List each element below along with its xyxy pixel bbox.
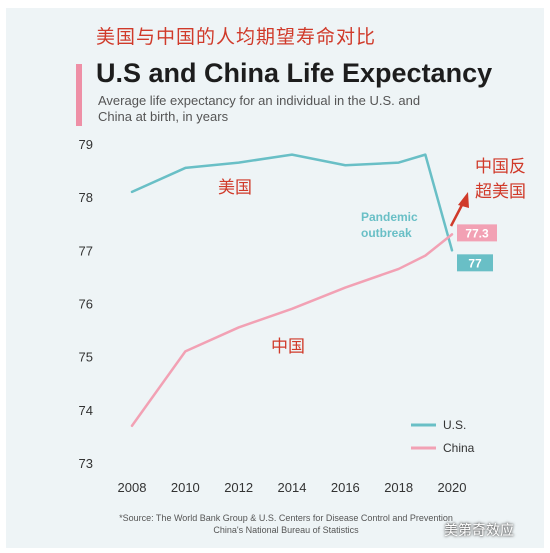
chart-title: U.S and China Life Expectancy — [96, 58, 493, 88]
source-note: *Source: The World Bank Group & U.S. Cen… — [86, 512, 486, 536]
x-tick-label: 2020 — [438, 480, 467, 495]
y-tick-label: 79 — [79, 137, 93, 152]
legend-us-label: U.S. — [443, 418, 466, 432]
x-tick-label: 2018 — [384, 480, 413, 495]
overtake-annotation-line-2: 超美国 — [475, 182, 526, 202]
x-tick-label: 2010 — [171, 480, 200, 495]
legend-china-label: China — [443, 441, 475, 455]
y-tick-label: 76 — [79, 297, 93, 312]
source-line-1: *Source: The World Bank Group & U.S. Cen… — [119, 513, 453, 523]
x-tick-label: 2016 — [331, 480, 360, 495]
china-end-label: 77.3 — [465, 226, 489, 240]
overtake-arrow-shaft — [449, 202, 465, 227]
y-tick-label: 78 — [79, 190, 93, 205]
y-tick-label: 77 — [79, 243, 93, 258]
y-tick-label: 73 — [79, 456, 93, 471]
watermark: 美第奇效应 — [444, 523, 514, 539]
china-series-line — [130, 233, 454, 428]
pandemic-annotation-line-2: outbreak — [361, 226, 412, 240]
title-accent-bar — [76, 64, 82, 126]
us-end-label: 77 — [468, 256, 482, 270]
overtake-arrow-head — [458, 192, 469, 208]
y-tick-label: 74 — [79, 403, 93, 418]
source-line-2: China's National Bureau of Statistics — [213, 525, 359, 535]
y-tick-label: 75 — [79, 350, 93, 365]
us-series-annotation: 美国 — [218, 178, 252, 198]
us-series-line — [130, 153, 454, 252]
china-series-annotation: 中国 — [271, 337, 305, 357]
china-end-label-box — [457, 224, 497, 242]
x-tick-label: 2014 — [278, 480, 307, 495]
x-tick-label: 2012 — [224, 480, 253, 495]
x-tick-label: 2008 — [118, 480, 147, 495]
chart-card — [6, 8, 544, 548]
pandemic-annotation-line-1: Pandemic — [361, 210, 418, 224]
us-end-label-box — [457, 254, 493, 272]
chart-subtitle: Average life expectancy for an individua… — [98, 93, 421, 124]
overtake-annotation-line-1: 中国反 — [475, 157, 526, 177]
chinese-title: 美国与中国的人均期望寿命对比 — [96, 26, 377, 48]
